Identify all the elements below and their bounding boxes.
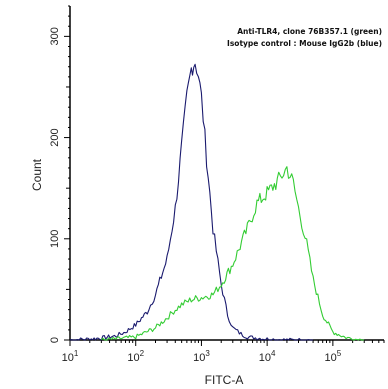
x-tick-label: 102 <box>127 349 144 364</box>
y-axis-title: Count <box>30 158 44 191</box>
legend: Anti-TLR4, clone 76B357.1 (green) Isotyp… <box>227 27 382 48</box>
legend-entry: Anti-TLR4, clone 76B357.1 (green) <box>237 27 382 36</box>
y-tick-label: 200 <box>49 128 61 146</box>
x-tick-label: 104 <box>259 349 276 364</box>
legend-entry: Isotype control : Mouse IgG2b (blue) <box>227 39 382 48</box>
x-tick-label: 103 <box>193 349 210 364</box>
x-tick-label: 105 <box>325 349 342 364</box>
x-axis-title: FITC-A <box>205 373 244 387</box>
isotype-control-trace <box>69 63 314 341</box>
series <box>69 63 365 341</box>
x-tick-label: 101 <box>62 349 79 364</box>
y-tick-label: 0 <box>49 337 61 343</box>
y-ticks: 0 100 200 300 <box>49 5 70 343</box>
y-tick-label: 300 <box>49 27 61 45</box>
y-tick-label: 100 <box>49 230 61 248</box>
anti-tlr4-trace <box>100 166 365 341</box>
x-ticks: 101 102 103 104 105 <box>62 340 385 364</box>
axes <box>69 6 384 341</box>
